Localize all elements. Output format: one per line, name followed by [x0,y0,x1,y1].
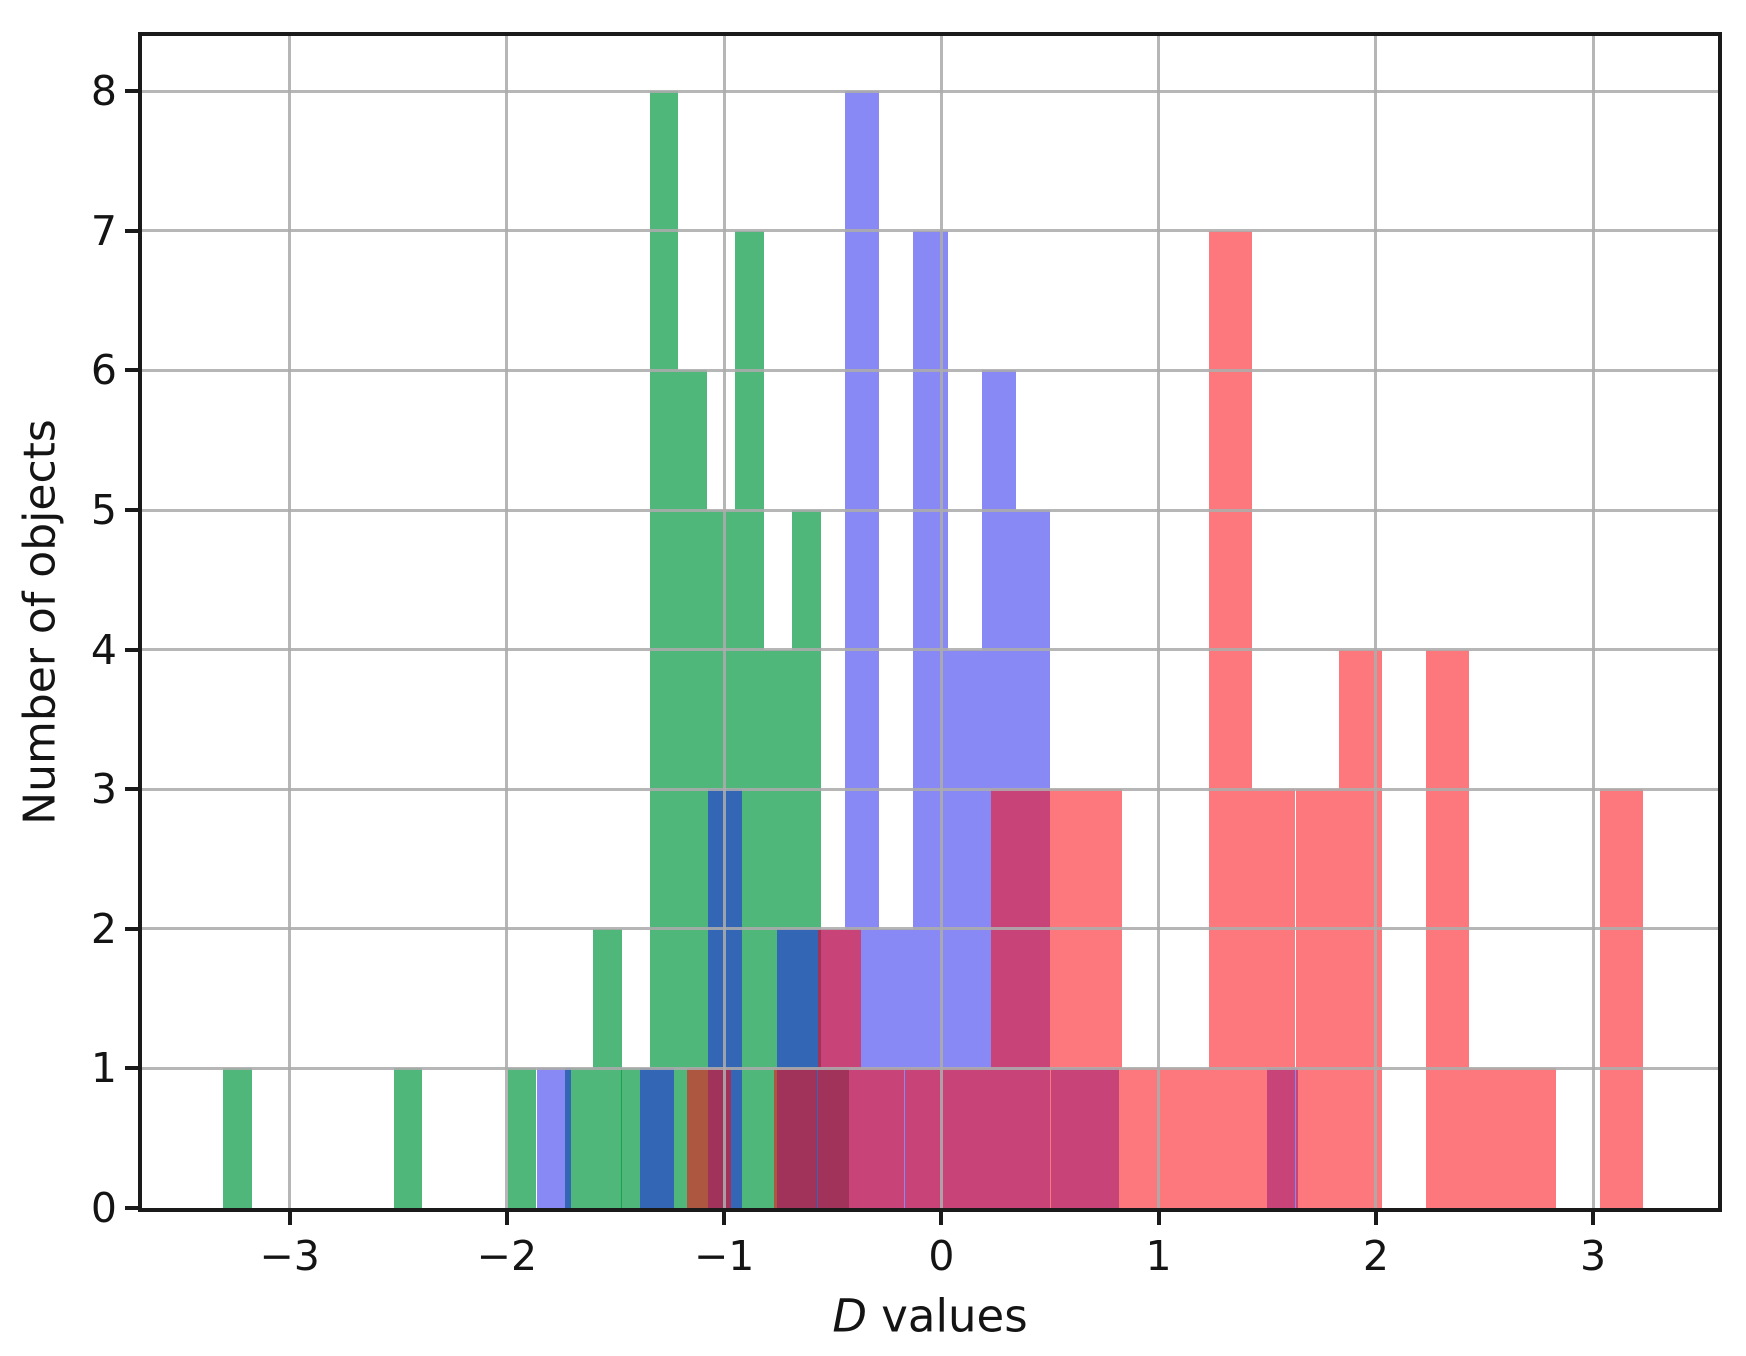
y-tick-mark [125,508,140,512]
histogram-bar-red-histogram [947,1068,992,1208]
gridline-vertical [505,36,509,1208]
gridline-vertical [939,36,943,1208]
y-tick-mark [125,228,140,233]
x-tick-label: −1 [693,1232,755,1280]
x-axis-label-math-d: D [832,1289,867,1343]
y-tick-mark [125,1066,140,1071]
y-axis-label: Number of objects [14,419,66,825]
y-tick-mark [125,647,140,652]
gridline-vertical [722,36,726,1208]
histogram-bar-red-histogram [1295,789,1339,1208]
y-tick-mark [125,368,140,373]
x-tick-mark [1373,1210,1378,1225]
gridline-horizontal [142,368,1718,372]
y-tick-label: 1 [90,1044,117,1093]
y-tick-label: 6 [90,346,117,395]
gridline-horizontal [142,787,1718,791]
y-tick-label: 0 [90,1184,117,1232]
histogram-bar-green-histogram [223,1068,252,1208]
x-tick-label: 2 [1362,1232,1389,1280]
x-tick-mark [504,1210,509,1225]
y-tick-mark [125,926,140,931]
histogram-bar-red-histogram [774,1068,818,1208]
histogram-bar-red-histogram [861,1068,905,1208]
y-tick-label: 8 [90,67,117,116]
gridline-horizontal [142,89,1718,93]
histogram-bar-green-histogram [507,1068,537,1208]
y-tick-label: 4 [90,625,117,674]
histogram-bar-red-histogram [1078,789,1122,1208]
y-tick-label: 3 [90,765,117,814]
x-axis-label-text: values [866,1289,1028,1343]
histogram-bar-blue-histogram [536,1068,571,1208]
gridline-vertical [288,36,292,1208]
x-tick-label: −2 [476,1232,538,1280]
histogram-bar-red-histogram [1599,789,1643,1208]
x-tick-mark [939,1210,944,1225]
gridline-horizontal [142,229,1718,233]
gridline-vertical [1374,36,1378,1208]
plot-area [142,36,1718,1208]
histogram-bar-red-histogram [1252,789,1296,1208]
histogram-bar-red-histogram [1165,1068,1209,1208]
gridline-vertical [1591,36,1595,1208]
histogram-bar-blue-histogram [639,1068,674,1208]
histogram-bar-green-histogram [393,1068,423,1208]
y-tick-mark [125,89,140,94]
x-axis-label: D values [832,1290,1027,1343]
gridline-horizontal [142,508,1718,512]
histogram-bar-red-histogram [1208,230,1252,1208]
histogram-bar-red-histogram [1512,1068,1557,1208]
gridline-horizontal [142,648,1718,652]
gridline-horizontal [142,927,1718,931]
gridline-vertical [1157,36,1161,1208]
x-tick-mark [1156,1210,1161,1225]
y-tick-label: 7 [90,206,117,255]
x-tick-mark [722,1210,727,1225]
y-tick-mark [125,1206,140,1210]
histogram-bar-red-histogram [1469,1068,1513,1208]
x-tick-mark [1591,1210,1596,1225]
histogram-bar-red-histogram [1034,789,1079,1208]
y-tick-label: 5 [90,486,117,534]
x-tick-mark [287,1210,292,1225]
y-tick-label: 2 [90,904,117,953]
x-tick-label: 3 [1580,1232,1607,1280]
x-tick-label: 1 [1145,1232,1172,1280]
y-tick-mark [125,787,140,792]
x-tick-label: 0 [928,1232,955,1280]
x-tick-label: −3 [259,1232,320,1280]
histogram-bar-red-histogram [991,789,1035,1208]
gridline-horizontal [142,1066,1718,1070]
